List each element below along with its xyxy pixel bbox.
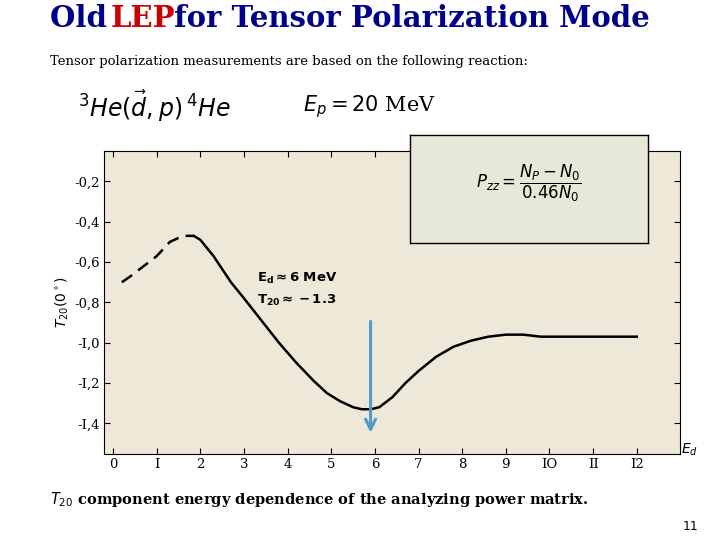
Text: Tensor polarization measurements are based on the following reaction:: Tensor polarization measurements are bas…	[50, 56, 528, 69]
Text: $E_d$: $E_d$	[680, 441, 698, 458]
Text: $\mathbf{T_{20} \approx -1.3}$: $\mathbf{T_{20} \approx -1.3}$	[257, 293, 336, 308]
Text: $T_{20}$ component energy dependence of the analyzing power matrix.: $T_{20}$ component energy dependence of …	[50, 490, 589, 509]
Y-axis label: $T_{20}(0^\circ)$: $T_{20}(0^\circ)$	[54, 276, 71, 328]
Text: 11: 11	[683, 520, 698, 533]
Text: Old: Old	[50, 4, 117, 33]
Text: LEP: LEP	[110, 4, 175, 33]
Text: $^{3}He(\vec{d},p)\,^{4}He$: $^{3}He(\vec{d},p)\,^{4}He$	[78, 89, 231, 124]
Text: $E_p = 20$ MeV: $E_p = 20$ MeV	[302, 93, 436, 120]
Text: $P_{zz} = \dfrac{N_P - N_0}{0.46N_0}$: $P_{zz} = \dfrac{N_P - N_0}{0.46N_0}$	[476, 163, 582, 204]
Text: for Tensor Polarization Mode: for Tensor Polarization Mode	[164, 4, 650, 33]
Text: $\mathbf{E_d \approx 6\ MeV}$: $\mathbf{E_d \approx 6\ MeV}$	[257, 271, 338, 286]
